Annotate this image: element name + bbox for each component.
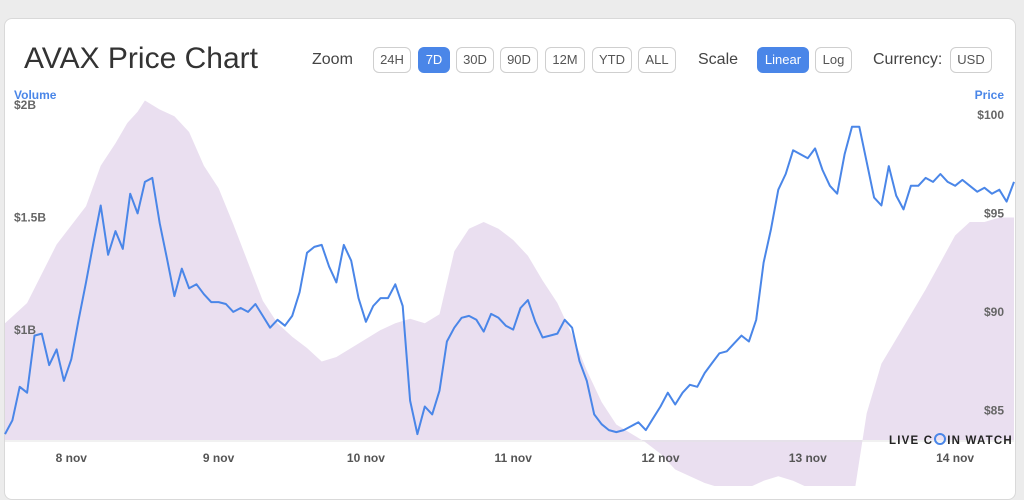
price-tick-label: $95 [984,206,1004,220]
zoom-label: Zoom [312,51,353,68]
zoom-24h-button[interactable]: 24H [373,47,411,73]
zoom-all-button[interactable]: ALL [638,47,676,73]
x-tick-label: 11 nov [495,451,533,465]
volume-tick-label: $2B [14,98,36,112]
volume-tick-label: $1B [14,323,36,337]
page-title: AVAX Price Chart [24,42,258,75]
x-tick-label: 10 nov [347,451,385,465]
zoom-90d-button[interactable]: 90D [500,47,538,73]
price-tick-label: $85 [984,403,1004,417]
zoom-7d-button[interactable]: 7D [418,47,450,73]
zoom-30d-button[interactable]: 30D [456,47,494,73]
price-tick-label: $100 [977,108,1004,122]
scale-label: Scale [698,51,739,68]
coin-o-icon [934,433,947,445]
x-tick-label: 8 nov [56,451,88,465]
volume-area [5,100,1014,486]
price-axis-title: Price [974,88,1004,102]
scale-linear-button[interactable]: Linear [757,47,809,73]
watermark-text-end: IN WATCH [947,435,1013,447]
x-tick-label: 13 nov [789,451,827,465]
currency-select[interactable]: USD [950,47,992,73]
watermark-text-start: LIVE C [889,435,934,447]
price-line [4,125,1015,436]
x-tick-label: 9 nov [203,451,235,465]
x-tick-label: 14 nov [936,451,974,465]
currency-label: Currency: [873,51,943,68]
x-tick-label: 12 nov [641,451,679,465]
scale-log-button[interactable]: Log [815,47,852,73]
livecoinwatch-watermark: LIVE C IN WATCH [889,433,1013,447]
volume-axis-title: Volume [14,88,57,102]
zoom-12m-button[interactable]: 12M [545,47,585,73]
price-volume-chart[interactable]: $2B $1.5B $1B $100 $95 $90 $85 8 nov 9 nov 10 nov… [0,0,1024,486]
volume-tick-label: $1.5B [14,211,46,225]
zoom-ytd-button[interactable]: YTD [592,47,632,73]
price-tick-label: $90 [984,305,1004,319]
